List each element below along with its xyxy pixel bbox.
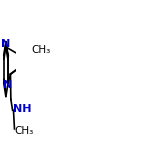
Text: N: N (1, 39, 10, 49)
Text: CH₃: CH₃ (15, 126, 34, 136)
Text: N: N (3, 80, 12, 90)
Text: CH₃: CH₃ (31, 45, 51, 55)
Text: NH: NH (13, 104, 31, 114)
